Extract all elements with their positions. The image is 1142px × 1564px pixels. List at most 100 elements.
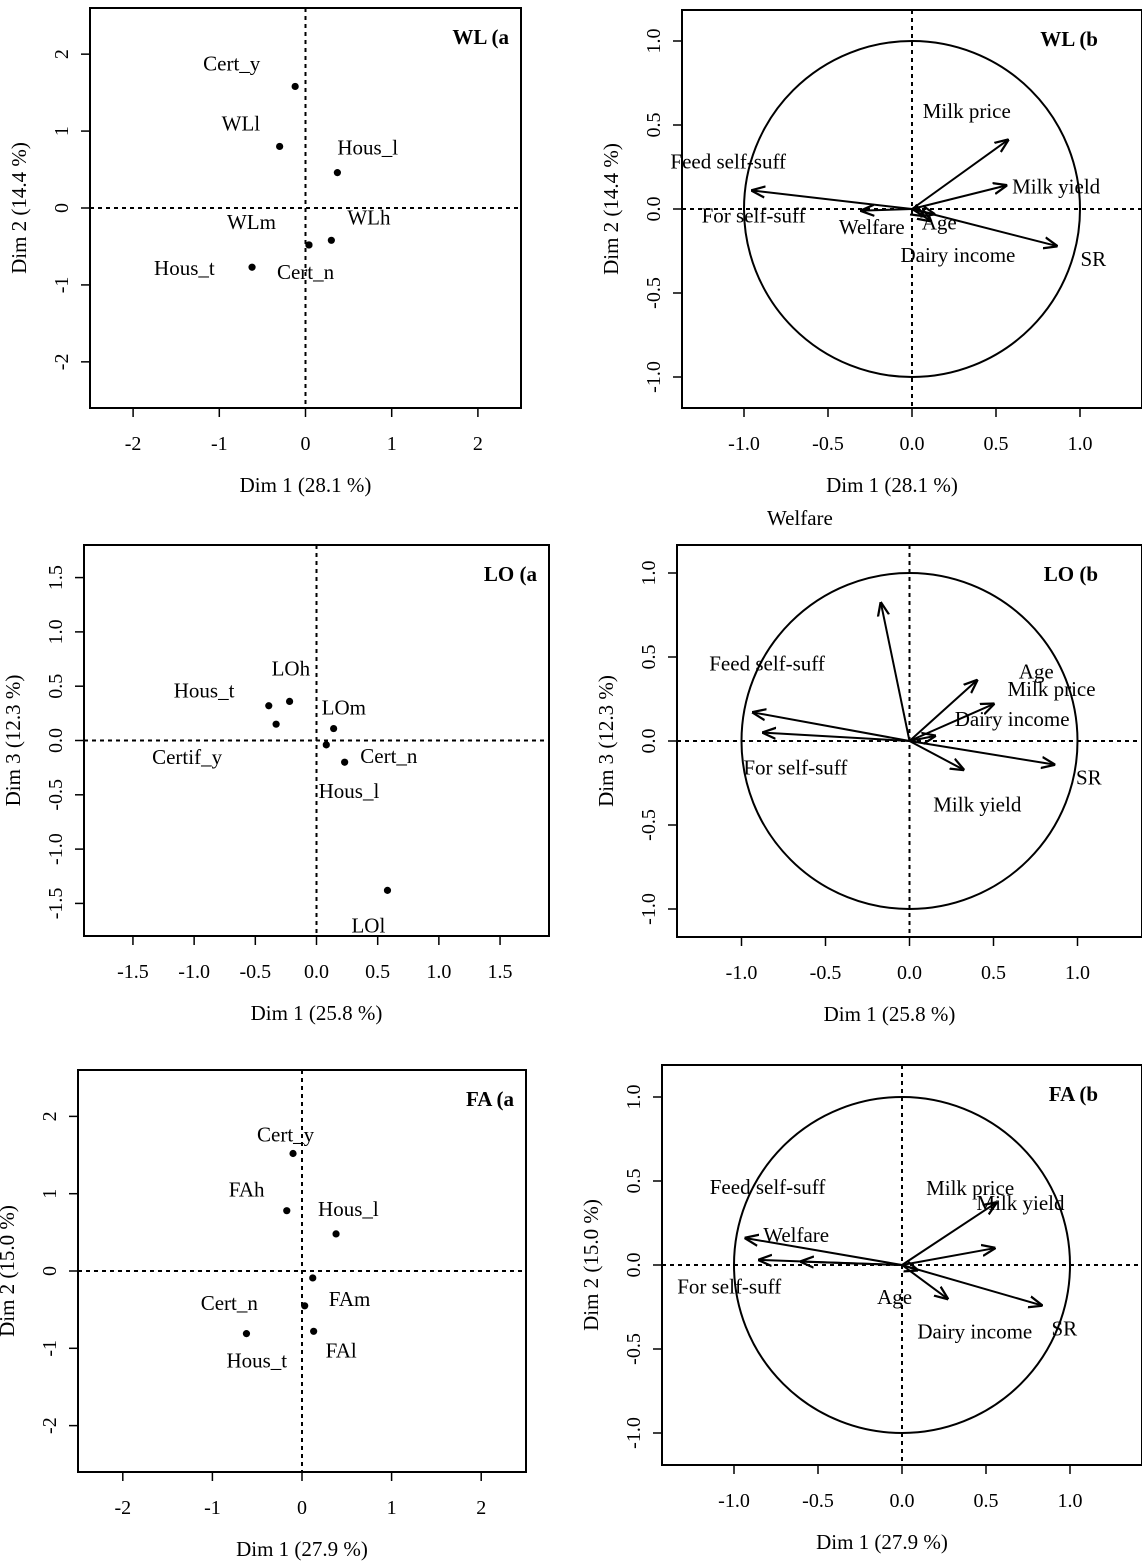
x-tick-label: -0.5 bbox=[802, 1490, 834, 1512]
vector-label: Welfare bbox=[839, 215, 905, 239]
x-tick-label: -1.0 bbox=[718, 1490, 750, 1512]
x-tick-label: -0.5 bbox=[812, 433, 844, 455]
x-axis-label: Dim 1 (28.1 %) bbox=[826, 473, 958, 497]
panel-title: LO (a bbox=[484, 562, 538, 586]
y-tick-label: 1 bbox=[39, 1189, 61, 1199]
x-tick-label: -1.5 bbox=[117, 961, 149, 983]
x-tick-label: 0.0 bbox=[304, 961, 329, 983]
vector-arrow bbox=[901, 1264, 1041, 1305]
y-tick-label: 0.5 bbox=[643, 113, 665, 138]
y-tick-label: 0.0 bbox=[638, 729, 660, 754]
vector-arrow bbox=[746, 1238, 903, 1266]
x-tick-label: 0.5 bbox=[984, 433, 1009, 455]
panel-faa-a: -2 -1 0 1 2 -2 -1 0 1 2 Dim 1 (27.9 %) Dim 2 (15.0 … bbox=[0, 1069, 527, 1561]
data-point bbox=[333, 169, 341, 177]
vector-arrow bbox=[901, 1264, 947, 1299]
point-label: Cert_n bbox=[360, 744, 418, 768]
vector-label: For self-suff bbox=[677, 1275, 781, 1299]
point-label: Cert_n bbox=[277, 260, 335, 284]
x-axis-label: Dim 1 (27.9 %) bbox=[236, 1537, 368, 1561]
vector-label: Welfare bbox=[767, 506, 833, 530]
vector-label: Age bbox=[877, 1285, 912, 1309]
x-tick-label: 2 bbox=[476, 1497, 486, 1519]
vector-label: Dairy income bbox=[955, 707, 1070, 731]
data-point bbox=[310, 1327, 318, 1335]
point-label: FAh bbox=[229, 1178, 265, 1202]
point-label: FAm bbox=[329, 1287, 371, 1311]
vector-label: Milk yield bbox=[933, 793, 1022, 817]
vector-label: Milk yield bbox=[1012, 174, 1101, 198]
y-tick-label: 1.0 bbox=[45, 619, 67, 644]
vector-label: Milk price bbox=[926, 1176, 1014, 1200]
data-point bbox=[276, 142, 284, 151]
vector-arrow bbox=[911, 185, 1006, 210]
vector-label: SR bbox=[1051, 1316, 1077, 1340]
y-tick-label: -0.5 bbox=[643, 277, 665, 309]
vector-arrow bbox=[909, 740, 964, 770]
point-label: Hous_t bbox=[154, 256, 215, 280]
y-tick-label: 1.0 bbox=[623, 1085, 645, 1110]
correlation-circle bbox=[733, 1096, 1071, 1434]
data-point bbox=[301, 1302, 309, 1310]
vector-arrow bbox=[909, 740, 1054, 765]
x-tick-label: -1 bbox=[211, 433, 228, 455]
panel-loa-a: -1.5 -1.0 -0.5 0.0 0.5 1.0 1.5 -1.5 -1.0 -0.5 0.0 0… bbox=[1, 544, 550, 1025]
y-tick-label: 0.5 bbox=[623, 1169, 645, 1194]
data-point bbox=[332, 1230, 340, 1238]
data-point bbox=[289, 1149, 297, 1158]
y-tick-label: -0.5 bbox=[638, 809, 660, 841]
x-tick-label: 0.5 bbox=[974, 1490, 999, 1512]
x-tick-label: -2 bbox=[114, 1497, 131, 1519]
vector-label: Dairy income bbox=[900, 243, 1015, 267]
point-label: WLl bbox=[222, 111, 261, 135]
vector-arrow bbox=[862, 209, 913, 211]
vector-arrow bbox=[908, 681, 977, 742]
data-point bbox=[265, 702, 273, 710]
x-tick-label: 0.5 bbox=[365, 961, 390, 983]
vector-label: SR bbox=[1076, 766, 1102, 790]
point-label: Hous_t bbox=[226, 1349, 287, 1373]
x-tick-label: -1.0 bbox=[726, 962, 758, 984]
vector-label: SR bbox=[1080, 247, 1106, 271]
x-tick-label: 1.0 bbox=[1068, 433, 1093, 455]
data-point bbox=[327, 236, 335, 244]
y-tick-label: -0.5 bbox=[623, 1333, 645, 1365]
data-point bbox=[322, 741, 330, 749]
x-tick-label: 0.0 bbox=[897, 962, 922, 984]
y-tick-label: 1.0 bbox=[643, 29, 665, 54]
point-label: Hous_l bbox=[318, 1197, 379, 1221]
vector-arrow bbox=[801, 1262, 903, 1265]
panel-title: FA (a bbox=[466, 1087, 515, 1111]
point-label: FAl bbox=[326, 1338, 357, 1362]
x-tick-label: 0 bbox=[297, 1497, 307, 1519]
y-tick-label: 1.0 bbox=[638, 561, 660, 586]
vector-label: Age bbox=[922, 211, 957, 235]
data-point bbox=[283, 1207, 291, 1215]
panel-title: FA (b bbox=[1049, 1082, 1098, 1106]
data-point bbox=[341, 758, 349, 766]
y-tick-label: 0.0 bbox=[45, 728, 67, 753]
point-label: Cert_y bbox=[257, 1122, 315, 1146]
point-label: Hous_l bbox=[319, 779, 380, 803]
point-label: LOm bbox=[322, 696, 366, 720]
y-tick-label: -1 bbox=[39, 1340, 61, 1357]
vector-label: Milk yield bbox=[976, 1191, 1065, 1215]
y-tick-label: -0.5 bbox=[45, 779, 67, 811]
y-tick-label: -1 bbox=[51, 277, 73, 294]
y-axis-label: Dim 2 (15.0 %) bbox=[0, 1205, 19, 1337]
y-tick-label: 0 bbox=[51, 203, 73, 213]
y-tick-label: 0.0 bbox=[643, 197, 665, 222]
x-tick-label: 1.5 bbox=[488, 961, 513, 983]
data-point bbox=[305, 241, 313, 249]
x-tick-label: 1.0 bbox=[1058, 1490, 1083, 1512]
vector-label: Milk price bbox=[923, 99, 1011, 123]
panel-title: LO (b bbox=[1044, 562, 1098, 586]
y-axis-label: Dim 3 (12.3 %) bbox=[594, 675, 618, 807]
vector-arrow bbox=[911, 208, 930, 221]
vector-arrow bbox=[763, 733, 910, 742]
point-label: Cert_y bbox=[203, 51, 261, 75]
y-tick-label: -1.5 bbox=[45, 888, 67, 920]
vector-label: For self-suff bbox=[702, 204, 806, 228]
x-tick-label: -1.0 bbox=[178, 961, 210, 983]
y-tick-label: 1 bbox=[51, 126, 73, 136]
